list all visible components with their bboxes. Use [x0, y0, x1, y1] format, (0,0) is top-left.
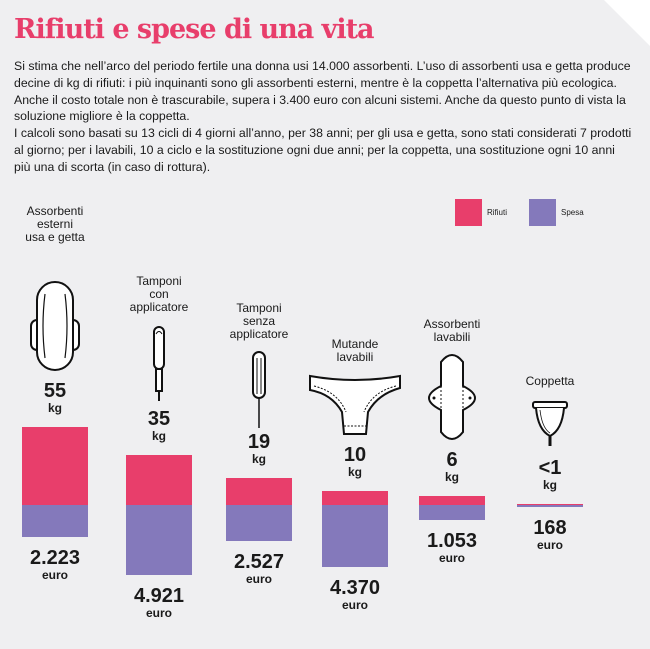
category-label: Assorbenti esterni usa e getta	[0, 205, 110, 244]
legend: Rifiuti Spesa	[455, 199, 584, 226]
category-label: Mutande lavabili	[300, 338, 410, 364]
category-column: Tamponi senza applicatore 19 kg 2.527 euro	[204, 0, 314, 649]
legend-swatch-spesa	[529, 199, 557, 226]
bar-rifiuti	[517, 503, 583, 505]
category-label-line: con	[149, 287, 169, 301]
unit: euro	[41, 567, 68, 582]
category-column: Assorbenti lavabili 6 kg 1.053 euro	[397, 0, 507, 649]
category-label-line: senza	[242, 314, 276, 328]
menstrual-cup-icon	[495, 400, 605, 448]
unit: euro	[245, 572, 272, 586]
unit: euro	[145, 606, 172, 621]
page-fold-corner	[604, 0, 650, 46]
value: 19	[247, 431, 271, 454]
unit: euro	[438, 551, 465, 565]
rifiuti-value-label: 19 kg	[204, 431, 314, 467]
value: 168	[533, 517, 567, 540]
legend-item-spesa: Spesa	[529, 199, 584, 226]
bar-spesa	[22, 505, 88, 537]
category-label-line: lavabili	[433, 330, 471, 344]
category-column: Tamponi con applicatore 35 kg 4.921 euro	[104, 0, 214, 649]
tampon-icon	[204, 350, 314, 430]
underwear-icon	[300, 372, 410, 438]
value: 4.370	[329, 577, 381, 600]
value: 6	[446, 449, 458, 472]
category-label: Assorbenti lavabili	[397, 318, 507, 344]
value: 35	[147, 408, 171, 431]
bar-rifiuti	[419, 496, 485, 505]
unit: euro	[341, 598, 368, 613]
intro-paragraph: I calcoli sono basati su 13 cicli di 4 g…	[14, 126, 632, 174]
bar-spesa	[126, 505, 192, 576]
category-label-line: usa e getta	[25, 230, 85, 244]
spesa-value-label: 168 euro	[495, 517, 605, 553]
rifiuti-value-label: 35 kg	[104, 408, 214, 444]
chart-title: Rifiuti e spese di una vita	[14, 14, 375, 45]
bar-spesa	[226, 505, 292, 541]
spesa-value-label: 4.921 euro	[104, 585, 214, 621]
spesa-value-label: 1.053 euro	[397, 530, 507, 565]
unit: kg	[151, 429, 166, 444]
unit: euro	[536, 538, 563, 553]
spesa-value-label: 2.527 euro	[204, 551, 314, 586]
unit: kg	[347, 464, 362, 479]
value: 55	[43, 379, 67, 402]
value: 1.053	[426, 530, 478, 552]
unit: kg	[542, 477, 557, 492]
category-label: Tamponi senza applicatore	[204, 302, 314, 341]
category-label-line: Assorbenti	[26, 204, 84, 218]
legend-label: Rifiuti	[487, 208, 508, 217]
category-label: Coppetta	[495, 375, 605, 388]
bar-rifiuti	[226, 478, 292, 505]
unit: kg	[251, 452, 266, 467]
category-label-line: Mutande	[331, 337, 379, 351]
spesa-value-label: 2.223 euro	[0, 546, 110, 582]
value: 2.527	[233, 551, 285, 573]
bar-rifiuti	[22, 426, 88, 505]
value: 2.223	[29, 546, 81, 569]
category-label-line: applicatore	[129, 300, 189, 314]
category-label-line: Assorbenti	[423, 317, 481, 331]
value: 10	[343, 443, 367, 466]
unit: kg	[47, 400, 62, 415]
bar-spesa	[322, 505, 388, 568]
spesa-value-label: 4.370 euro	[300, 577, 410, 613]
bar-spesa	[517, 505, 583, 508]
category-column: Coppetta <1 kg 168 euro	[495, 0, 605, 649]
category-column: Mutande lavabili 10 kg 4.370 euro	[300, 0, 410, 649]
legend-item-rifiuti: Rifiuti	[455, 199, 507, 226]
legend-label: Spesa	[561, 208, 584, 217]
category-label-line: esterni	[36, 217, 74, 231]
rifiuti-value-label: 55 kg	[0, 379, 110, 415]
rifiuti-value-label: 6 kg	[397, 449, 507, 485]
value: 4.921	[133, 585, 185, 608]
applicator-tampon-icon	[104, 325, 214, 403]
bar-rifiuti	[126, 455, 192, 505]
unit: kg	[444, 470, 459, 485]
category-label-line: lavabili	[336, 350, 374, 364]
washable-pad-icon	[397, 352, 507, 442]
rifiuti-value-label: 10 kg	[300, 443, 410, 479]
category-label: Tamponi con applicatore	[104, 275, 214, 314]
intro-text: Si stima che nell’arco del periodo ferti…	[14, 58, 634, 176]
bar-spesa	[419, 505, 485, 520]
value: <1	[538, 456, 562, 479]
category-label-line: applicatore	[229, 327, 289, 341]
legend-swatch-rifiuti	[455, 199, 482, 226]
category-label-line: Tamponi	[136, 274, 182, 288]
intro-paragraph: Si stima che nell’arco del periodo ferti…	[14, 59, 631, 124]
rifiuti-value-label: <1 kg	[495, 456, 605, 492]
category-column: Assorbenti esterni usa e getta 55 kg 2.223 eur…	[0, 0, 110, 649]
category-label-line: Tamponi	[236, 301, 282, 315]
bar-rifiuti	[322, 490, 388, 505]
pad-icon	[0, 280, 110, 372]
category-label-line: Coppetta	[525, 374, 575, 388]
